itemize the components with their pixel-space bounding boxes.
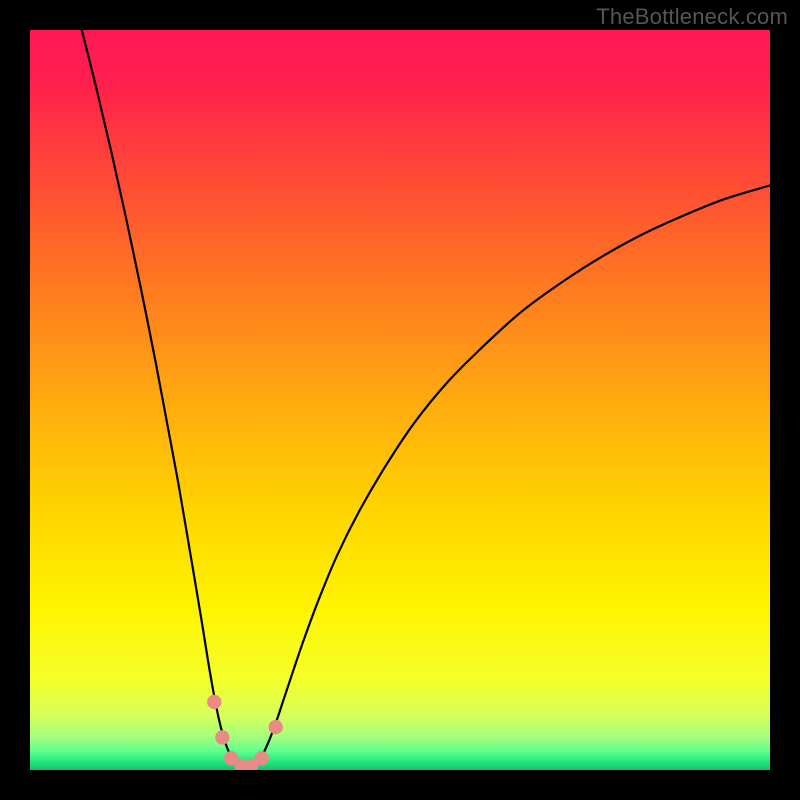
gradient-background (30, 30, 770, 770)
curve-marker (268, 720, 282, 734)
curve-marker (215, 730, 229, 744)
curve-marker (207, 695, 221, 709)
plot-area (30, 30, 770, 770)
curve-marker (254, 751, 268, 765)
chart-canvas: TheBottleneck.com (0, 0, 800, 800)
attribution-text: TheBottleneck.com (596, 4, 788, 30)
plot-svg (30, 30, 770, 770)
